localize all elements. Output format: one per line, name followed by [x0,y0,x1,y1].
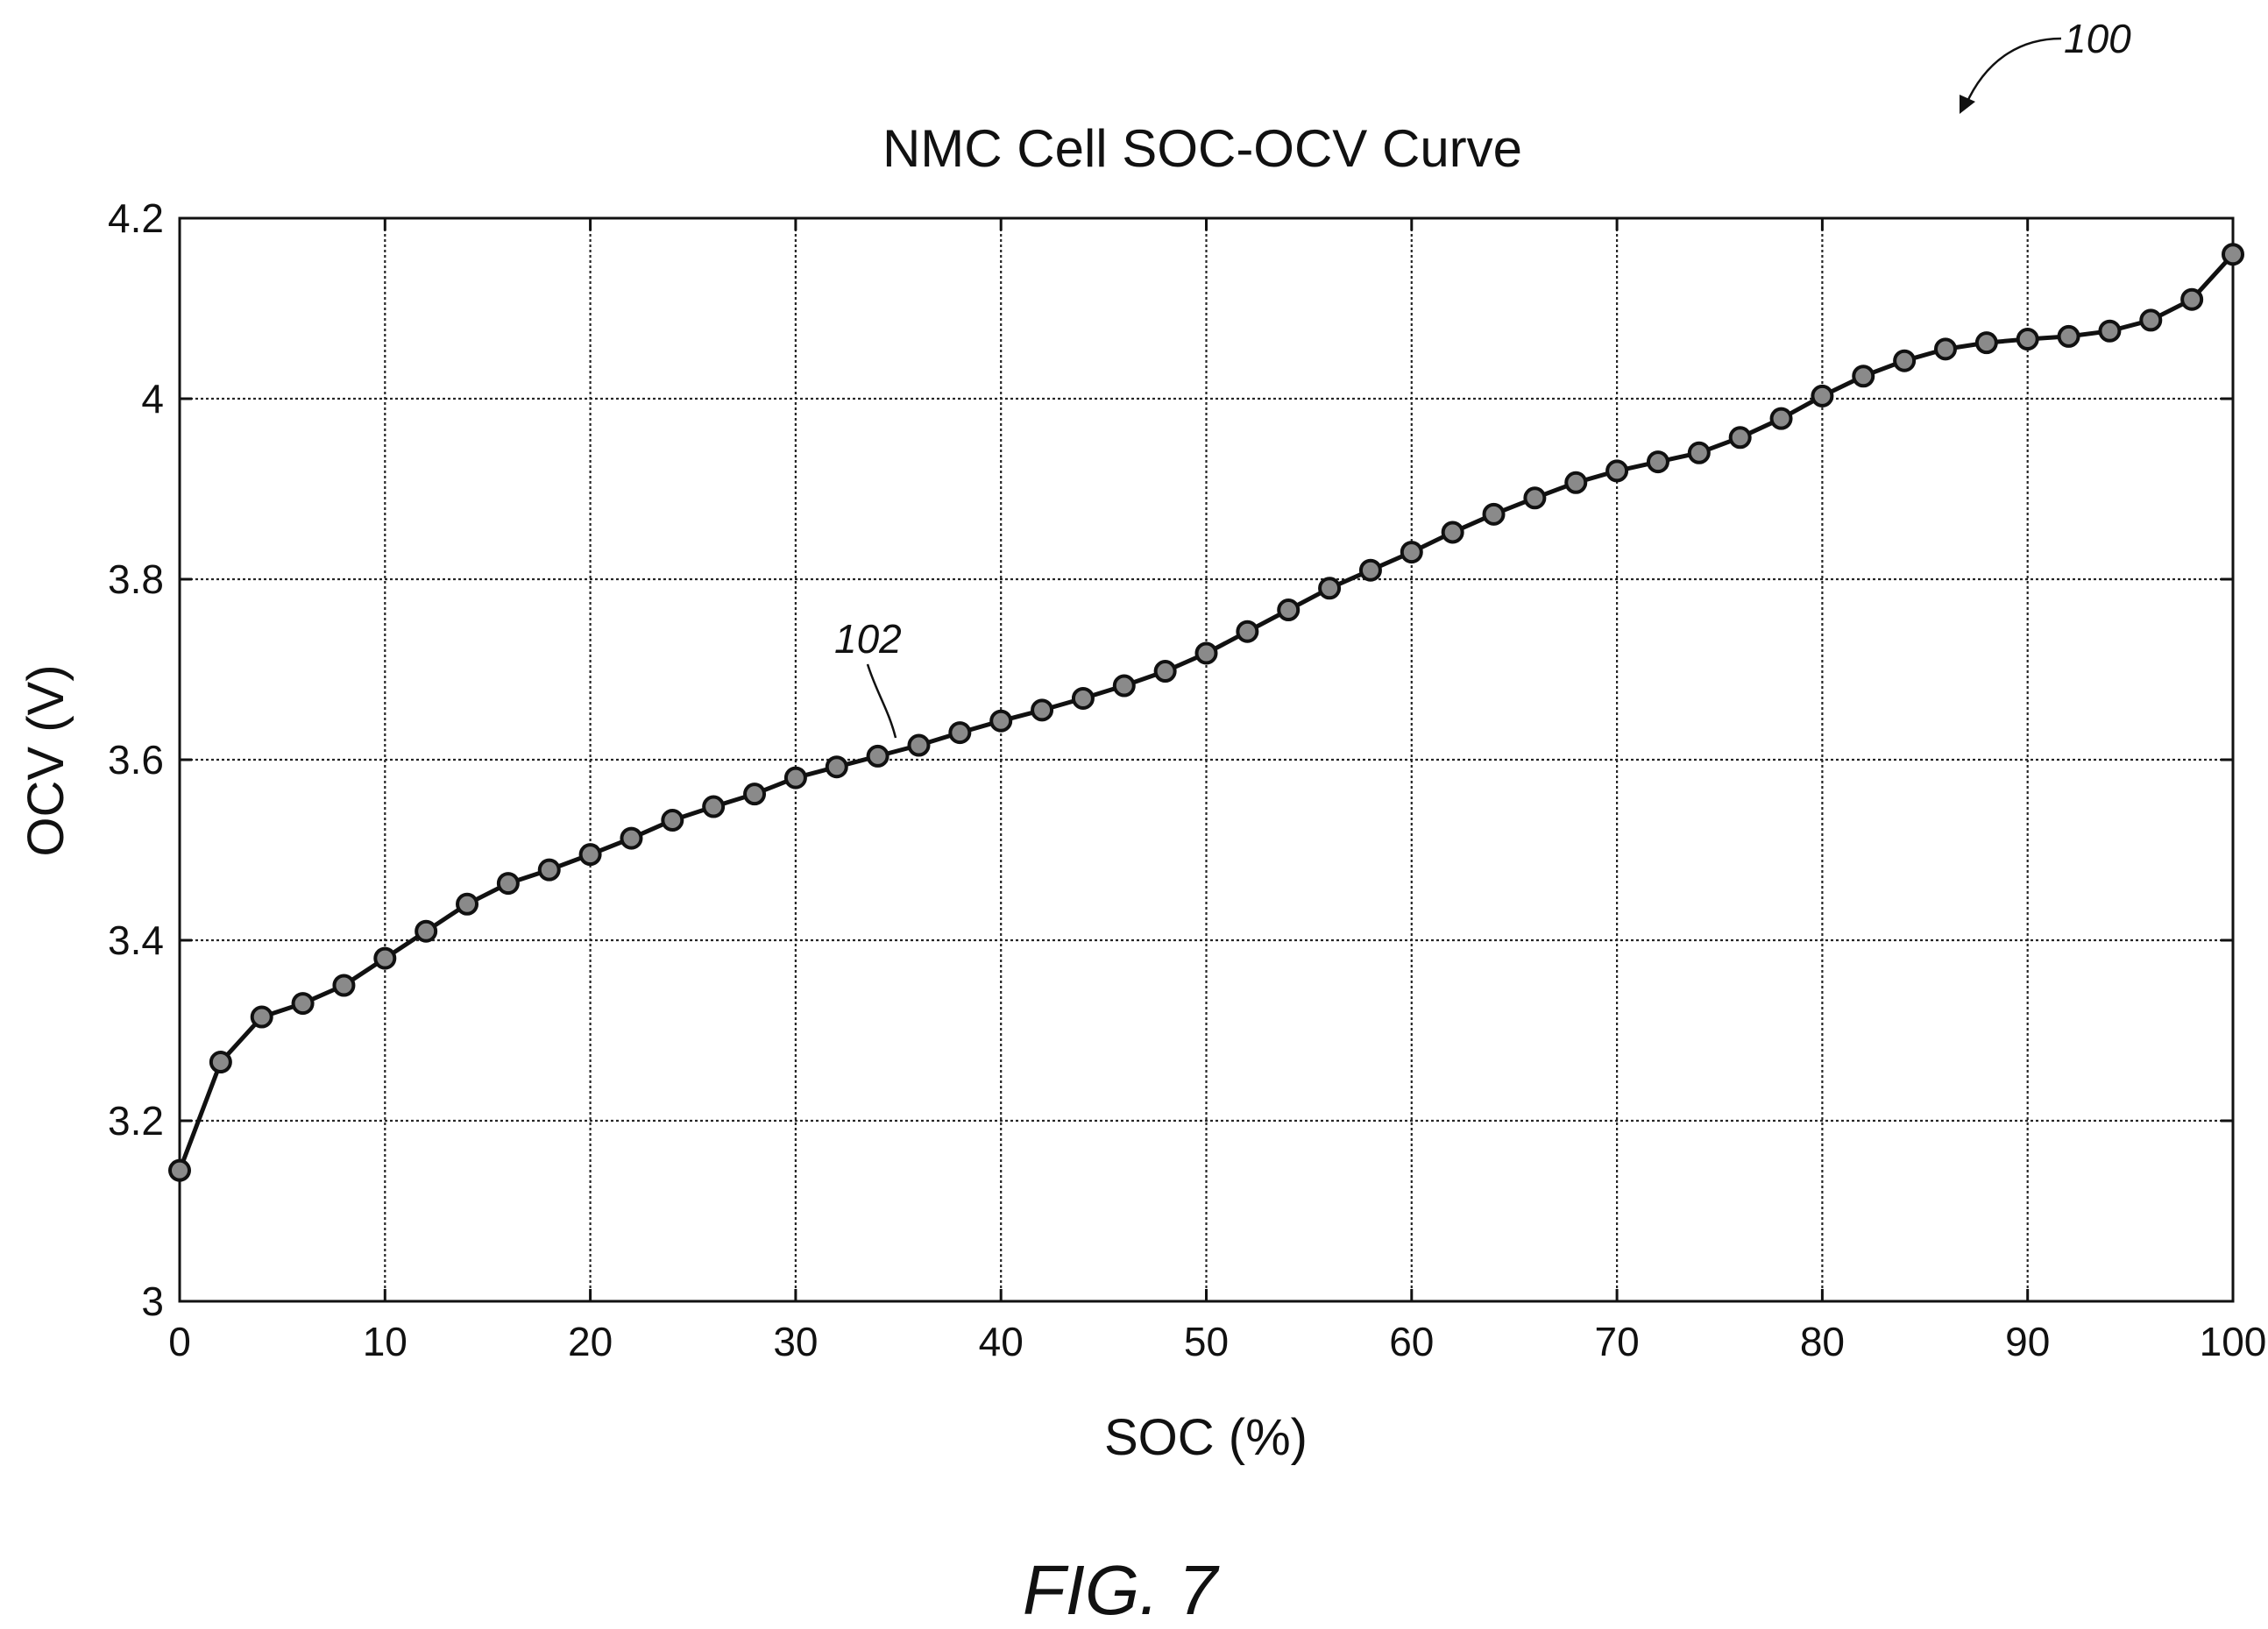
data-point [456,892,479,916]
figure-reference-number: 100 [2064,16,2131,61]
data-point [1441,521,1464,544]
data-point [1687,441,1711,464]
x-tick-label: 60 [1389,1319,1434,1364]
y-tick-label: 4 [141,376,164,421]
y-tick-label: 3 [141,1278,164,1324]
x-tick-label: 0 [168,1319,191,1364]
data-point [1852,365,1875,388]
data-point [2222,243,2244,266]
x-axis-label: SOC (%) [1104,1409,1308,1466]
data-point [1153,660,1177,683]
figure-label: FIG. 7 [1023,1551,1220,1629]
x-tick-label: 30 [773,1319,818,1364]
data-point [1358,558,1382,582]
axis-ticks [178,216,2235,1303]
data-point [2139,308,2163,332]
y-tick-label: 3.8 [108,556,164,602]
data-point [1811,384,1834,407]
data-point [948,721,972,745]
data-point [1646,450,1669,474]
data-point [209,1051,232,1074]
grid-lines [180,218,2233,1301]
data-point [1564,471,1588,494]
data-point [866,744,889,768]
data-point [661,809,684,832]
y-tick-label: 3.4 [108,917,164,963]
x-tick-label: 50 [1184,1319,1229,1364]
x-tick-label: 20 [568,1319,613,1364]
y-axis-tick-labels: 3 3.2 3.4 3.6 3.8 4 4.2 [108,195,164,1324]
data-point [1523,486,1547,510]
data-point [2016,328,2039,351]
x-tick-label: 100 [2200,1319,2267,1364]
x-tick-label: 40 [979,1319,1024,1364]
data-point [496,872,520,896]
curve-reference-leader [866,663,897,739]
y-tick-label: 3.2 [108,1098,164,1144]
x-tick-label: 70 [1595,1319,1640,1364]
curve-reference-number: 102 [834,616,902,662]
data-point [578,843,602,867]
ocv-data-points [168,243,2244,1182]
data-point [620,826,643,850]
data-point [783,766,807,790]
data-point [2180,287,2204,311]
data-point [1194,641,1218,665]
data-point [332,974,356,997]
data-point [1071,686,1095,710]
data-point [1112,674,1136,698]
data-point [1277,598,1301,622]
y-axis-label: OCV (V) [18,664,74,856]
data-point [907,733,931,757]
data-point [168,1158,191,1182]
data-point [1893,349,1917,372]
y-tick-label: 3.6 [108,737,164,783]
figure-reference-arrow [1964,37,2062,106]
data-point [1031,698,1054,722]
data-point [1236,620,1259,643]
x-tick-label: 10 [363,1319,408,1364]
data-point [989,709,1013,733]
data-point [1933,337,1957,361]
chart-title: NMC Cell SOC-OCV Curve [882,119,1522,178]
data-point [1769,407,1793,430]
figure-reference-arrowhead [1960,95,1975,114]
data-point [537,858,561,882]
data-point [415,919,438,943]
data-point [743,783,767,806]
data-point [2098,319,2122,343]
data-point [250,1005,273,1029]
data-point [1974,331,1998,355]
x-axis-tick-labels: 0 10 20 30 40 50 60 70 80 90 100 [168,1319,2266,1364]
data-point [1605,459,1629,483]
data-point [291,992,315,1016]
data-point [1318,577,1342,600]
y-tick-label: 4.2 [108,195,164,241]
x-tick-label: 90 [2005,1319,2050,1364]
x-tick-label: 80 [1800,1319,1845,1364]
data-point [1482,502,1506,526]
data-point [2057,324,2080,348]
data-point [1400,541,1423,564]
data-point [825,755,848,779]
data-point [373,946,397,970]
data-point [1728,426,1752,450]
data-point [702,795,726,818]
